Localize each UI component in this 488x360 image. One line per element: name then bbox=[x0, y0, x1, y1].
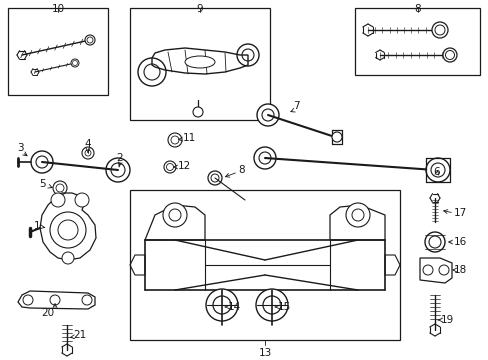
Text: 1: 1 bbox=[33, 221, 40, 231]
Bar bbox=[8, 8, 108, 95]
Circle shape bbox=[424, 232, 444, 252]
Text: 18: 18 bbox=[453, 265, 467, 275]
Bar bbox=[130, 190, 399, 340]
Circle shape bbox=[207, 171, 222, 185]
Text: 13: 13 bbox=[258, 348, 271, 358]
Circle shape bbox=[422, 265, 432, 275]
Circle shape bbox=[259, 152, 270, 164]
Text: 9: 9 bbox=[196, 4, 203, 14]
Circle shape bbox=[193, 107, 203, 117]
Circle shape bbox=[346, 203, 369, 227]
Circle shape bbox=[163, 161, 176, 173]
Text: 8: 8 bbox=[238, 165, 244, 175]
Circle shape bbox=[431, 22, 447, 38]
Bar bbox=[130, 8, 269, 120]
Circle shape bbox=[166, 163, 173, 171]
Ellipse shape bbox=[184, 56, 215, 68]
Circle shape bbox=[50, 295, 60, 305]
Circle shape bbox=[205, 289, 238, 321]
Text: 3: 3 bbox=[17, 143, 23, 153]
Text: 21: 21 bbox=[73, 330, 86, 340]
Circle shape bbox=[434, 25, 444, 35]
Text: 14: 14 bbox=[227, 302, 241, 312]
Circle shape bbox=[425, 158, 449, 182]
Circle shape bbox=[351, 209, 363, 221]
Text: 6: 6 bbox=[433, 167, 439, 177]
Circle shape bbox=[171, 136, 179, 144]
Circle shape bbox=[256, 289, 287, 321]
Text: 2: 2 bbox=[117, 153, 123, 163]
Circle shape bbox=[138, 58, 165, 86]
Circle shape bbox=[106, 158, 130, 182]
Text: 8: 8 bbox=[414, 4, 421, 14]
Text: 17: 17 bbox=[453, 208, 467, 218]
Text: 15: 15 bbox=[278, 302, 291, 312]
Circle shape bbox=[253, 147, 275, 169]
Circle shape bbox=[168, 133, 182, 147]
Text: 10: 10 bbox=[51, 4, 64, 14]
Circle shape bbox=[438, 265, 448, 275]
Circle shape bbox=[428, 236, 440, 248]
Circle shape bbox=[143, 64, 160, 80]
Text: 11: 11 bbox=[183, 133, 196, 143]
Circle shape bbox=[31, 151, 53, 173]
Circle shape bbox=[430, 163, 444, 177]
Text: 20: 20 bbox=[41, 308, 55, 318]
Text: 16: 16 bbox=[453, 237, 467, 247]
Text: 7: 7 bbox=[292, 101, 299, 111]
Circle shape bbox=[71, 59, 79, 67]
Circle shape bbox=[82, 295, 92, 305]
Circle shape bbox=[210, 174, 219, 182]
Circle shape bbox=[75, 193, 89, 207]
Text: 5: 5 bbox=[40, 179, 46, 189]
Circle shape bbox=[85, 35, 95, 45]
Circle shape bbox=[72, 60, 77, 66]
Circle shape bbox=[111, 163, 125, 177]
Circle shape bbox=[23, 295, 33, 305]
Circle shape bbox=[331, 132, 341, 142]
Text: 12: 12 bbox=[178, 161, 191, 171]
Circle shape bbox=[163, 203, 186, 227]
Circle shape bbox=[62, 252, 74, 264]
Circle shape bbox=[169, 209, 181, 221]
Text: 19: 19 bbox=[440, 315, 453, 325]
Circle shape bbox=[51, 193, 65, 207]
Circle shape bbox=[445, 50, 453, 59]
Circle shape bbox=[53, 181, 67, 195]
Circle shape bbox=[442, 48, 456, 62]
Circle shape bbox=[257, 104, 279, 126]
Circle shape bbox=[85, 150, 91, 156]
Circle shape bbox=[36, 156, 48, 168]
Circle shape bbox=[87, 37, 93, 43]
Text: 4: 4 bbox=[84, 139, 91, 149]
Circle shape bbox=[82, 147, 94, 159]
Circle shape bbox=[56, 184, 64, 192]
Circle shape bbox=[242, 49, 253, 61]
Circle shape bbox=[262, 109, 273, 121]
Circle shape bbox=[237, 44, 259, 66]
Circle shape bbox=[263, 296, 281, 314]
Circle shape bbox=[50, 212, 86, 248]
Circle shape bbox=[58, 220, 78, 240]
Circle shape bbox=[213, 296, 230, 314]
Bar bbox=[354, 8, 479, 75]
